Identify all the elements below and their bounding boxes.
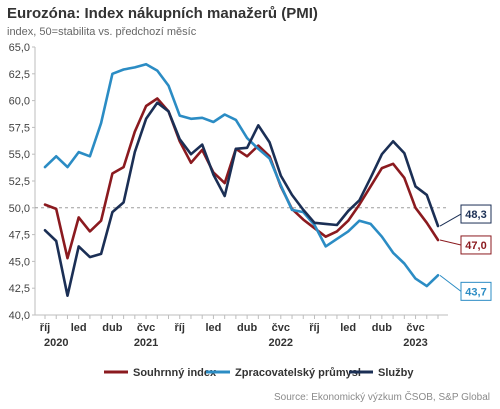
- y-tick-label: 57,5: [9, 122, 30, 134]
- y-tick-label: 40,0: [9, 310, 30, 322]
- legend-label: Souhrnný index: [133, 367, 217, 379]
- x-tick-label: čvc: [272, 322, 290, 334]
- end-label-leader: [439, 274, 462, 292]
- y-tick-label: 52,5: [9, 176, 30, 188]
- y-tick-label: 42,5: [9, 283, 30, 295]
- x-year-label: 2020: [44, 337, 68, 349]
- series-line-0: [43, 97, 440, 260]
- x-tick-label: dub: [372, 322, 392, 334]
- source-note: Source: Ekonomický výzkum ČSOB, S&P Glob…: [273, 392, 490, 403]
- y-tick-label: 45,0: [9, 256, 30, 268]
- x-tick-label: říj: [309, 322, 319, 334]
- x-tick-label: říj: [175, 322, 185, 334]
- series-line-2: [43, 101, 440, 297]
- x-tick-label: dub: [237, 322, 257, 334]
- y-tick-label: 62,5: [9, 69, 30, 81]
- legend-label: Služby: [378, 367, 414, 379]
- x-tick-label: led: [205, 322, 221, 334]
- end-label-box: [460, 281, 492, 301]
- legend-label: Zpracovatelský průmysl: [235, 367, 361, 379]
- series-line-1: [43, 62, 440, 288]
- x-tick-label: čvc: [406, 322, 424, 334]
- x-year-label: 2022: [269, 337, 293, 349]
- chart-title: Eurozóna: Index nákupních manažerů (PMI): [7, 5, 318, 22]
- x-tick-label: čvc: [137, 322, 155, 334]
- end-label-box: [460, 204, 492, 224]
- end-label-leader: [439, 239, 462, 246]
- y-tick-label: 55,0: [9, 149, 30, 161]
- end-label-leader: [439, 213, 462, 227]
- chart-subtitle: index, 50=stabilita vs. předchozí měsíc: [7, 26, 197, 38]
- end-label-value: 43,7: [465, 286, 486, 298]
- end-label-value: 48,3: [465, 209, 486, 221]
- x-year-label: 2021: [134, 337, 158, 349]
- x-tick-label: led: [71, 322, 87, 334]
- y-tick-label: 50,0: [9, 203, 30, 215]
- end-label-box: [460, 235, 492, 255]
- x-tick-label: dub: [102, 322, 122, 334]
- y-tick-label: 60,0: [9, 96, 30, 108]
- y-tick-label: 65,0: [9, 42, 30, 54]
- x-year-label: 2023: [403, 337, 427, 349]
- end-label-value: 47,0: [465, 240, 486, 252]
- x-tick-label: led: [340, 322, 356, 334]
- x-tick-label: říj: [40, 322, 50, 334]
- y-tick-label: 47,5: [9, 230, 30, 242]
